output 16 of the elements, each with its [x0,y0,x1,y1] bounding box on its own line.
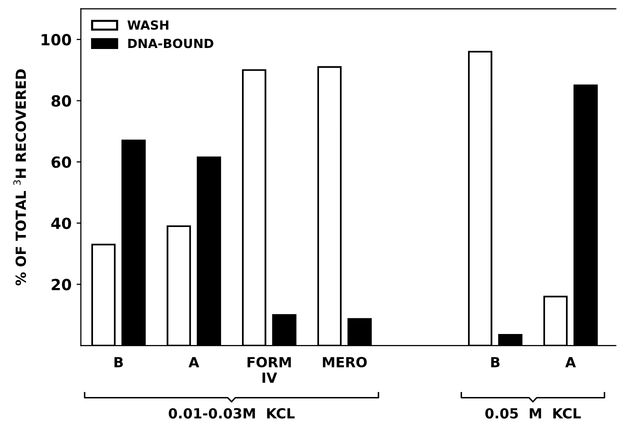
y-tick-label: 60 [52,156,72,168]
y-axis-title: % OF TOTAL $^{3}$H RECOVERED [13,69,26,286]
x-tick-label: B [114,357,123,368]
text: 0.05 M KCL [485,408,581,419]
x-tick-label: A [565,357,576,368]
y-tick-label: 20 [52,278,72,290]
x-tick-label: A [188,357,200,368]
x-tick-label: FORM IV [248,356,291,383]
x-tick-label: MERO [322,356,367,368]
y-tick-label: 100 [42,34,72,46]
text: 0.01-0.03M KCL [168,408,295,419]
legend-label: WASH [127,20,168,30]
y-tick-label: 40 [51,218,72,230]
legend-label: DNA-BOUND [128,38,214,48]
x-tick-label: B [491,357,500,368]
y-tick-label: 80 [52,95,72,107]
